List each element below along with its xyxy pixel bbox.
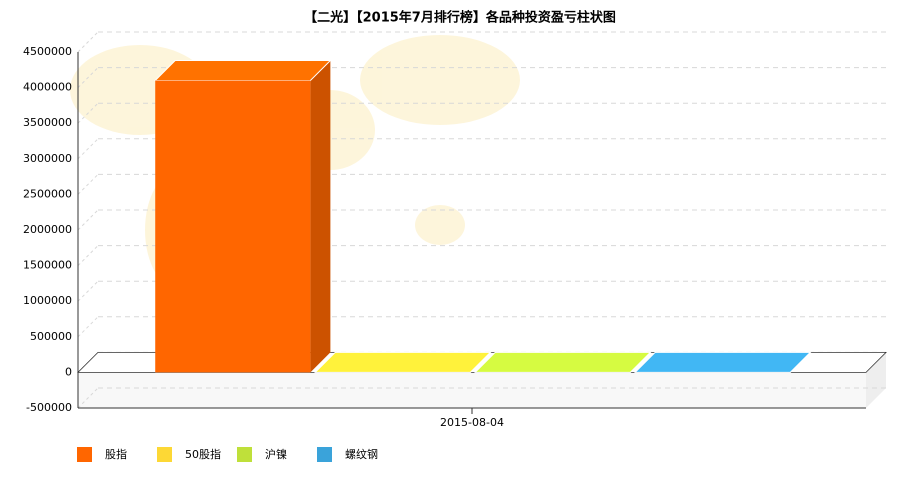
grid-line-depth [77, 387, 99, 409]
legend-swatch [317, 447, 332, 462]
lower-plane [78, 372, 866, 408]
bar-top [313, 351, 492, 373]
bar-top [154, 59, 332, 81]
legend-label: 50股指 [185, 447, 221, 461]
y-tick-label: 4000000 [23, 81, 72, 94]
grid-line-depth [77, 174, 99, 195]
grid-line-depth [77, 245, 99, 266]
y-tick-label: 1500000 [23, 259, 72, 272]
grid-line-depth [77, 209, 99, 231]
y-tick-label: 1000000 [23, 294, 72, 307]
grid-line-depth [77, 67, 99, 88]
grid-line-depth [77, 280, 99, 302]
bar-side [310, 60, 331, 373]
y-tick-label: 500000 [30, 330, 72, 343]
y-tick-label: 2000000 [23, 223, 72, 236]
grid-line-depth [77, 316, 99, 338]
grid-line-depth [77, 138, 99, 160]
y-tick-label: 3000000 [23, 152, 72, 165]
legend-label: 股指 [105, 447, 127, 461]
legend-swatch [237, 447, 252, 462]
y-tick-label: 4500000 [23, 45, 72, 58]
grid-line-depth [77, 31, 99, 53]
legend-swatch [157, 447, 172, 462]
y-tick-label: 3500000 [23, 116, 72, 129]
legend-label: 螺纹钢 [345, 447, 378, 461]
bar [155, 80, 311, 373]
y-tick-label: -500000 [26, 401, 72, 414]
y-tick-label: 0 [65, 365, 72, 378]
bar-top [633, 351, 812, 373]
legend-label: 沪镍 [265, 447, 287, 461]
chart-title: 【二光】【2015年7月排行榜】各品种投资盈亏柱状图 [304, 10, 616, 26]
legend-swatch [77, 447, 92, 462]
lower-right [866, 352, 886, 408]
x-tick-label: 2015-08-04 [440, 416, 504, 429]
grid-line-depth [77, 102, 99, 124]
bar-top [473, 351, 652, 373]
y-tick-label: 2500000 [23, 187, 72, 200]
